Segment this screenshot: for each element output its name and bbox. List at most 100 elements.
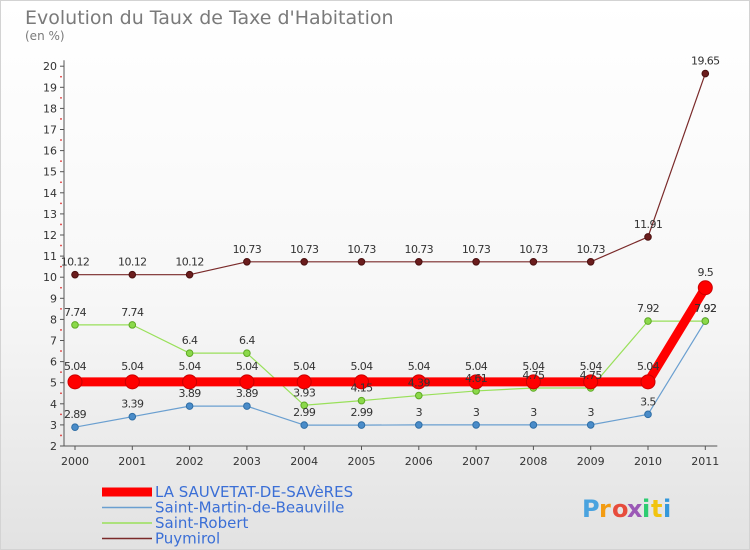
data-label: 5.04	[293, 360, 316, 373]
y-minor-tick	[60, 75, 62, 78]
y-minor-tick	[60, 434, 62, 437]
data-label: 4.75	[580, 369, 603, 382]
data-label: 7.92	[637, 302, 659, 315]
y-tick-label: 5	[50, 377, 57, 390]
data-point	[128, 412, 137, 421]
data-point	[640, 374, 656, 390]
data-point	[300, 421, 309, 429]
y-minor-tick	[60, 181, 62, 184]
y-minor-tick	[60, 286, 62, 289]
logo-letter: i	[642, 495, 650, 523]
data-label: 5.04	[465, 360, 488, 373]
data-point	[701, 69, 710, 78]
data-point	[357, 396, 366, 405]
y-minor-tick	[60, 307, 62, 310]
data-point	[415, 421, 423, 429]
legend-label: Saint-Robert	[155, 514, 249, 532]
data-label: 3	[473, 406, 480, 419]
data-point	[472, 421, 480, 429]
data-label: 3.89	[236, 387, 259, 400]
data-point	[243, 257, 251, 266]
data-label: 5.04	[64, 360, 87, 373]
data-point	[586, 257, 595, 266]
data-label: 4.61	[465, 372, 487, 385]
data-label: 10.12	[61, 256, 90, 269]
data-label: 10.73	[405, 243, 434, 256]
y-minor-tick	[60, 265, 62, 268]
data-label: 7.74	[121, 306, 144, 319]
chart-subtitle: (en %)	[25, 29, 65, 43]
data-point	[583, 374, 599, 390]
data-point	[296, 374, 312, 390]
y-tick-label: 2	[50, 440, 57, 453]
y-tick-label: 6	[50, 356, 57, 369]
y-tick-label: 19	[43, 81, 57, 94]
data-label: 2.99	[293, 406, 316, 419]
data-label: 3.39	[121, 398, 144, 411]
data-label: 5.04	[580, 360, 603, 373]
y-minor-tick	[60, 202, 62, 205]
logo-letter: x	[627, 495, 643, 523]
x-tick-label: 2005	[348, 455, 376, 468]
data-point	[71, 423, 79, 432]
data-label: 5.04	[408, 360, 431, 373]
y-tick-label: 13	[43, 208, 57, 221]
data-point	[644, 410, 652, 419]
data-point	[124, 374, 140, 390]
data-point	[354, 374, 369, 390]
data-point	[243, 349, 251, 357]
x-tick-label: 2008	[519, 455, 547, 468]
data-point	[697, 280, 713, 296]
data-label: 5.04	[121, 360, 144, 373]
x-tick-label: 2003	[233, 455, 261, 468]
data-point	[243, 402, 251, 410]
data-point	[529, 257, 538, 266]
legend-label: LA SAUVETAT-DE-SAVèRES	[155, 483, 353, 501]
y-tick-label: 17	[43, 124, 57, 137]
legend: LA SAUVETAT-DE-SAVèRESSaint-Martin-de-Be…	[102, 483, 353, 548]
x-tick-label: 2002	[176, 455, 204, 468]
y-tick-label: 8	[50, 313, 57, 326]
data-point	[415, 391, 423, 400]
data-label: 10.73	[233, 243, 262, 256]
data-label: 4.15	[350, 382, 373, 395]
y-minor-tick	[60, 392, 62, 395]
data-label: 3.5	[640, 395, 656, 408]
data-point	[644, 233, 652, 241]
data-label: 5.04	[637, 360, 660, 373]
y-minor-tick	[60, 139, 62, 141]
y-minor-tick	[60, 223, 62, 226]
data-point	[239, 374, 255, 390]
data-label: 2.89	[64, 408, 87, 421]
data-point	[644, 317, 652, 325]
y-tick-label: 3	[50, 419, 57, 432]
data-label: 4.39	[408, 377, 431, 390]
y-tick-label: 10	[43, 271, 57, 284]
data-point	[525, 374, 541, 390]
data-point	[128, 270, 137, 279]
data-point	[529, 421, 538, 429]
data-point	[357, 257, 366, 266]
data-label: 7.74	[64, 306, 87, 319]
y-minor-tick	[60, 244, 62, 247]
legend-label: Puymirol	[155, 530, 220, 548]
data-label: 3	[530, 406, 537, 419]
data-label: 5.04	[350, 360, 373, 373]
legend-label: Saint-Martin-de-Beauville	[155, 499, 344, 517]
y-tick-label: 4	[50, 398, 57, 411]
y-minor-tick	[60, 329, 62, 331]
data-label: 5.04	[522, 360, 545, 373]
series-line	[75, 320, 706, 406]
logo-letter: i	[663, 495, 671, 523]
data-label: 10.73	[576, 243, 605, 256]
x-tick-label: 2004	[290, 455, 318, 468]
data-point	[411, 374, 427, 390]
x-tick-label: 2011	[691, 455, 719, 468]
data-label: 6.4	[182, 334, 198, 347]
x-tick-label: 2009	[577, 455, 605, 468]
data-label: 10.73	[519, 243, 548, 256]
data-label: 5.04	[236, 360, 259, 373]
logo-letter: P	[582, 495, 600, 523]
logo-letter: t	[651, 495, 662, 523]
x-tick-label: 2000	[61, 455, 89, 468]
